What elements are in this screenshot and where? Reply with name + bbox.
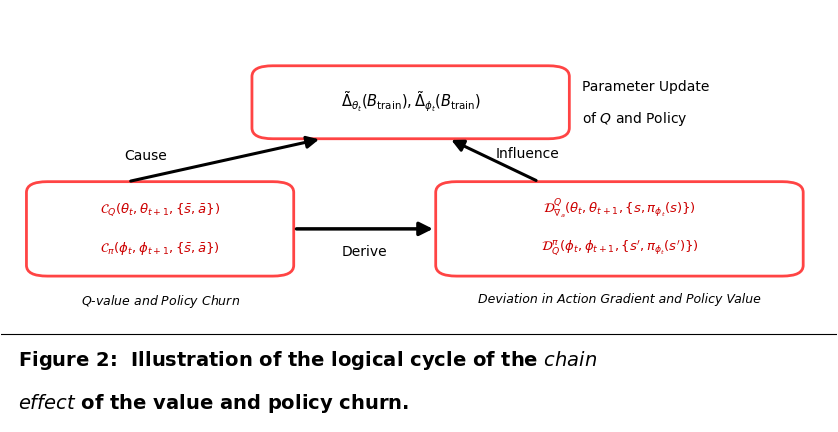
Text: Cause: Cause — [124, 149, 167, 163]
Text: $\mathit{effect}$ of the value and policy churn.: $\mathit{effect}$ of the value and polic… — [18, 392, 409, 415]
Text: of $Q$ and Policy: of $Q$ and Policy — [582, 111, 687, 128]
FancyBboxPatch shape — [27, 182, 293, 276]
Text: Deviation in Action Gradient and Policy Value: Deviation in Action Gradient and Policy … — [478, 293, 761, 306]
Text: Influence: Influence — [495, 147, 559, 161]
Text: $\mathcal{C}_\pi(\phi_t, \phi_{t+1}, \{\bar{s}, \bar{a}\})$: $\mathcal{C}_\pi(\phi_t, \phi_{t+1}, \{\… — [101, 240, 220, 257]
Text: $\mathcal{D}^\pi_Q(\phi_t, \phi_{t+1}, \{s', \pi_{\phi_t}(s')\})$: $\mathcal{D}^\pi_Q(\phi_t, \phi_{t+1}, \… — [541, 239, 698, 257]
Text: Parameter Update: Parameter Update — [582, 80, 709, 94]
FancyBboxPatch shape — [252, 66, 569, 139]
FancyBboxPatch shape — [436, 182, 803, 276]
Text: Derive: Derive — [342, 245, 387, 260]
Text: $\tilde{\Delta}_{\theta_t}(B_{\mathrm{train}}), \tilde{\Delta}_{\phi_t}(B_{\math: $\tilde{\Delta}_{\theta_t}(B_{\mathrm{tr… — [340, 90, 481, 114]
Text: $\mathcal{C}_Q(\theta_t, \theta_{t+1}, \{\bar{s}, \bar{a}\})$: $\mathcal{C}_Q(\theta_t, \theta_{t+1}, \… — [100, 201, 220, 218]
Text: $Q$-value and Policy Churn: $Q$-value and Policy Churn — [80, 293, 240, 310]
Text: Figure 2:  Illustration of the logical cycle of the $\mathit{chain}$: Figure 2: Illustration of the logical cy… — [18, 349, 597, 372]
Text: $\mathcal{D}^Q_{\nabla_a}(\theta_t, \theta_{t+1}, \{s, \pi_{\phi_t}(s)\})$: $\mathcal{D}^Q_{\nabla_a}(\theta_t, \the… — [543, 198, 696, 221]
